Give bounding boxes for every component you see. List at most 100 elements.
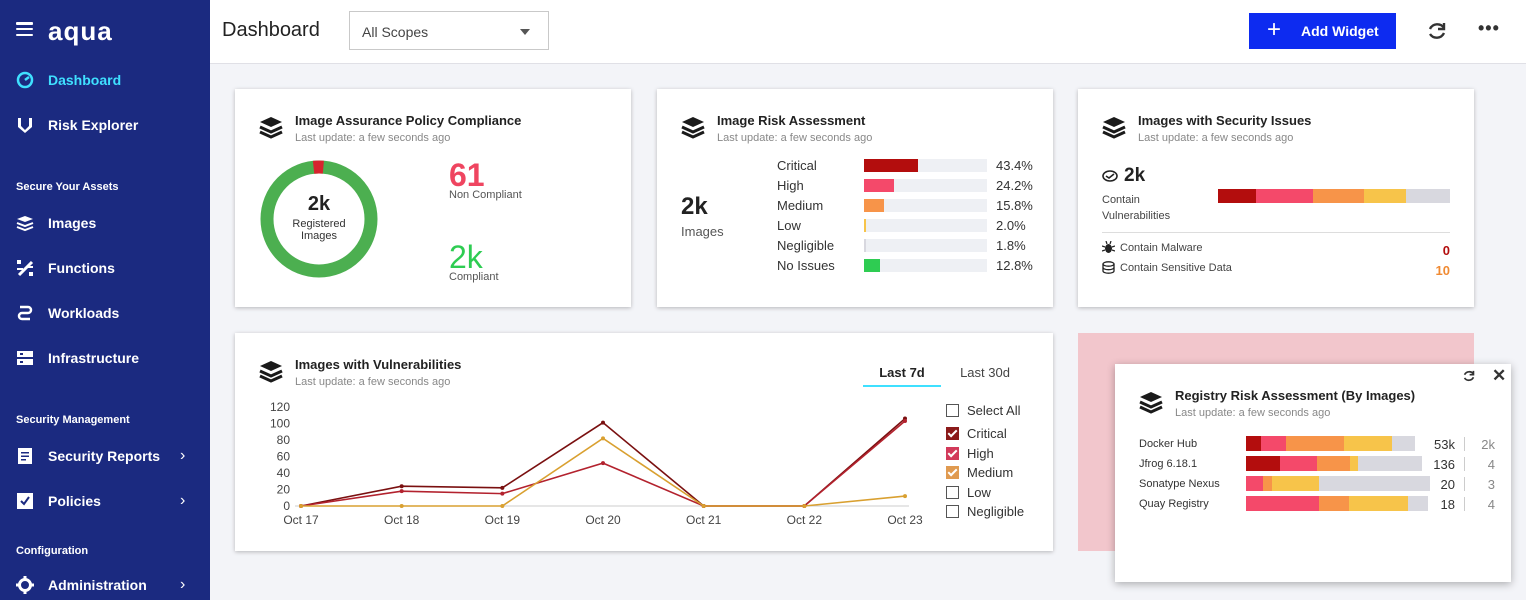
severity-segment[interactable] bbox=[1246, 456, 1280, 471]
risk-row-negligible[interactable]: Negligible 1.8% bbox=[657, 235, 1057, 255]
legend-item-medium[interactable]: Medium bbox=[946, 465, 1013, 481]
severity-segment[interactable] bbox=[1406, 189, 1450, 203]
data-point[interactable] bbox=[500, 491, 505, 496]
severity-segment[interactable] bbox=[1246, 436, 1261, 451]
legend-item-negligible[interactable]: Negligible bbox=[946, 504, 1024, 520]
legend-item-critical[interactable]: Critical bbox=[946, 426, 1007, 442]
checkbox[interactable] bbox=[946, 466, 959, 479]
data-point[interactable] bbox=[903, 494, 907, 499]
data-point[interactable] bbox=[399, 484, 404, 489]
add-widget-button[interactable]: + Add Widget bbox=[1249, 13, 1396, 49]
data-point[interactable] bbox=[500, 504, 505, 508]
severity-segment[interactable] bbox=[1286, 436, 1344, 451]
risk-row-percent: 12.8% bbox=[996, 258, 1033, 273]
legend-label: Negligible bbox=[967, 504, 1025, 519]
severity-segment[interactable] bbox=[1261, 436, 1286, 451]
checkbox[interactable] bbox=[946, 485, 959, 499]
severity-segment[interactable] bbox=[1358, 456, 1422, 471]
data-point[interactable] bbox=[399, 489, 404, 494]
divider bbox=[1464, 437, 1465, 451]
risk-row-high[interactable]: High 24.2% bbox=[657, 175, 1057, 195]
add-widget-label: Add Widget bbox=[1301, 23, 1379, 39]
registry-risk-widget[interactable]: ✕ Registry Risk Assessment (By Images) L… bbox=[1115, 364, 1511, 582]
sidebar-item-policies[interactable]: Policies › bbox=[0, 483, 210, 519]
close-icon[interactable]: ✕ bbox=[1492, 366, 1507, 385]
checkbox[interactable] bbox=[946, 403, 959, 417]
severity-segment[interactable] bbox=[1408, 496, 1428, 511]
severity-segment[interactable] bbox=[1349, 496, 1408, 511]
data-point[interactable] bbox=[903, 419, 907, 424]
non-compliant-value[interactable]: 61 bbox=[449, 157, 485, 193]
severity-segment[interactable] bbox=[1364, 189, 1406, 203]
registry-row[interactable]: Jfrog 6.18.1 136 4 bbox=[1115, 456, 1515, 472]
checkbox[interactable] bbox=[946, 446, 959, 460]
risk-row-track bbox=[864, 179, 987, 192]
severity-segment[interactable] bbox=[1350, 456, 1358, 471]
vulnerabilities-value[interactable]: 2k bbox=[1124, 165, 1146, 186]
registry-severity-bar bbox=[1246, 436, 1415, 451]
policy-icon bbox=[16, 492, 34, 510]
data-point[interactable] bbox=[500, 485, 505, 490]
sidebar-item-images[interactable]: Images bbox=[0, 205, 210, 241]
severity-segment[interactable] bbox=[1272, 476, 1319, 491]
sensitive-data-value[interactable]: 10 bbox=[1435, 263, 1450, 278]
sidebar-item-infrastructure[interactable]: Infrastructure bbox=[0, 340, 210, 376]
sidebar-item-functions[interactable]: Functions bbox=[0, 250, 210, 286]
risk-row-critical[interactable]: Critical 43.4% bbox=[657, 155, 1057, 175]
legend-item-high[interactable]: High bbox=[946, 445, 994, 461]
data-point[interactable] bbox=[601, 436, 605, 441]
severity-segment[interactable] bbox=[1313, 189, 1364, 203]
widget-title: Image Risk Assessment bbox=[717, 113, 866, 128]
risk-row-low[interactable]: Low 2.0% bbox=[657, 215, 1057, 235]
severity-segment[interactable] bbox=[1317, 456, 1350, 471]
registry-row[interactable]: Sonatype Nexus 20 3 bbox=[1115, 476, 1515, 492]
sidebar-item-label: Policies bbox=[48, 493, 101, 509]
y-tick-label: 0 bbox=[283, 499, 290, 513]
severity-segment[interactable] bbox=[1319, 496, 1349, 511]
sidebar-item-dashboard[interactable]: Dashboard bbox=[0, 62, 210, 98]
data-point[interactable] bbox=[802, 504, 807, 508]
checkbox[interactable] bbox=[946, 427, 959, 440]
severity-segment[interactable] bbox=[1218, 189, 1256, 203]
top-bar: Dashboard All Scopes + Add Widget ••• bbox=[210, 0, 1526, 64]
vulnerabilities-chart-widget: Images with Vulnerabilities Last update:… bbox=[235, 333, 1053, 551]
data-point[interactable] bbox=[601, 461, 605, 466]
risk-row-medium[interactable]: Medium 15.8% bbox=[657, 195, 1057, 215]
legend-item-select-all[interactable]: Select All bbox=[946, 402, 1020, 418]
sidebar-item-administration[interactable]: Administration › bbox=[0, 567, 210, 600]
y-tick-label: 80 bbox=[277, 433, 291, 447]
legend-item-low[interactable]: Low bbox=[946, 484, 991, 500]
severity-segment[interactable] bbox=[1246, 476, 1263, 491]
tab-last-30d[interactable]: Last 30d bbox=[960, 365, 1010, 380]
refresh-icon[interactable] bbox=[1426, 20, 1448, 42]
sidebar-item-label: Workloads bbox=[48, 305, 120, 321]
workloads-icon bbox=[16, 304, 34, 322]
severity-segment[interactable] bbox=[1280, 456, 1317, 471]
severity-segment[interactable] bbox=[1344, 436, 1392, 451]
registry-row[interactable]: Docker Hub 53k 2k bbox=[1115, 436, 1515, 452]
data-point[interactable] bbox=[601, 420, 605, 425]
tab-last-7d[interactable]: Last 7d bbox=[863, 365, 941, 387]
vulnerabilities-label: Vulnerabilities bbox=[1102, 210, 1171, 222]
refresh-icon[interactable] bbox=[1462, 369, 1476, 388]
more-options-icon[interactable]: ••• bbox=[1478, 18, 1500, 38]
data-point[interactable] bbox=[299, 504, 303, 508]
severity-segment[interactable] bbox=[1319, 476, 1430, 491]
data-point[interactable] bbox=[701, 504, 706, 508]
severity-segment[interactable] bbox=[1392, 436, 1415, 451]
checkbox[interactable] bbox=[946, 505, 959, 518]
sidebar-item-security-reports[interactable]: Security Reports › bbox=[0, 438, 210, 474]
malware-value[interactable]: 0 bbox=[1442, 243, 1450, 258]
hamburger-menu-icon[interactable] bbox=[16, 22, 33, 37]
scope-select[interactable]: All Scopes bbox=[349, 11, 549, 50]
series-line-medium[interactable] bbox=[301, 437, 906, 507]
compliant-value[interactable]: 2k bbox=[449, 239, 483, 275]
data-point[interactable] bbox=[399, 504, 404, 508]
severity-segment[interactable] bbox=[1256, 189, 1313, 203]
severity-segment[interactable] bbox=[1246, 496, 1319, 511]
severity-segment[interactable] bbox=[1263, 476, 1272, 491]
sidebar-item-risk-explorer[interactable]: Risk Explorer bbox=[0, 107, 210, 143]
sidebar-item-workloads[interactable]: Workloads bbox=[0, 295, 210, 331]
risk-row-no-issues[interactable]: No Issues 12.8% bbox=[657, 255, 1057, 275]
registry-row[interactable]: Quay Registry 18 4 bbox=[1115, 496, 1515, 512]
